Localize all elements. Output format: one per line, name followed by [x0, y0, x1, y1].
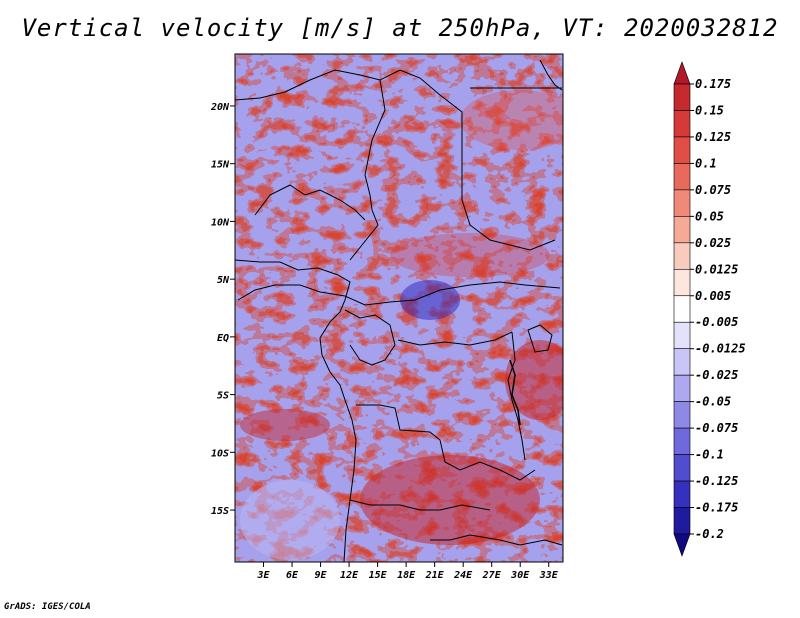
colorbar-segment	[673, 427, 691, 455]
lat-label: 15N	[211, 160, 230, 171]
border-congo	[344, 309, 396, 366]
country-borders	[235, 59, 563, 562]
map-title: Vertical velocity [m/s] at 250hPa, VT: 2…	[21, 14, 779, 42]
lon-label: 6E	[286, 570, 299, 581]
field-hotspots	[240, 90, 563, 560]
colorbar-label: -0.075	[695, 421, 738, 435]
colorbar-segment	[673, 136, 691, 164]
lon-label: 9E	[315, 570, 328, 581]
plot-frame	[234, 53, 564, 563]
colorbar-label: 0.025	[695, 236, 731, 250]
colorbar-label: -0.175	[695, 501, 738, 515]
longitude-axis: 3E 6E 9E 12E 15E 18E 21E 24E 27E 30E 33E	[256, 562, 559, 581]
colorbar-label: 0.075	[695, 183, 731, 197]
hotspot-north	[460, 90, 563, 150]
colorbar-segment	[673, 83, 691, 111]
colorbar-label: 0.0125	[695, 262, 738, 276]
lon-label: 3E	[256, 570, 270, 581]
border-sudan	[237, 281, 561, 306]
lon-label: 21E	[425, 570, 445, 581]
latitude-axis: 20N 15N 10N 5N EQ 5S 10S 15S	[210, 102, 235, 517]
border-drc-north	[397, 331, 513, 346]
lat-label: 20N	[210, 102, 230, 113]
lat-label: 5N	[217, 275, 230, 286]
colorbar-segment	[673, 321, 691, 350]
border-niger-chad	[349, 79, 386, 261]
colorbar-label: -0.025	[695, 368, 738, 382]
lon-label: 30E	[510, 570, 530, 581]
colorbar-label: -0.125	[695, 474, 738, 488]
hotspot-east	[505, 340, 563, 420]
lat-label: EQ	[217, 333, 229, 344]
colorbar-label: -0.0125	[695, 342, 746, 356]
hotspot-central	[390, 233, 550, 277]
colorbar-top-arrow	[673, 61, 691, 85]
lake-victoria	[527, 324, 553, 353]
field-plot	[234, 53, 564, 563]
lat-label: 10S	[211, 448, 229, 459]
border-sahel	[254, 184, 366, 221]
colorbar-label: -0.05	[695, 395, 731, 409]
colorbar-label: -0.2	[695, 527, 724, 541]
lat-label: 5S	[217, 391, 229, 402]
lowspot-sw	[240, 480, 340, 560]
colorbar-segment	[673, 507, 691, 535]
colorbar-segment	[673, 216, 691, 244]
hotspot-south	[360, 455, 540, 545]
colorbar-segment	[673, 110, 691, 138]
colorbar-segment	[673, 348, 691, 376]
border-rift	[507, 331, 526, 461]
colorbar-segment	[673, 374, 691, 402]
colorbar-segment	[673, 454, 691, 482]
lon-label: 18E	[397, 570, 416, 581]
colorbar-label: 0.15	[695, 103, 724, 117]
hotspot-atlantic	[240, 409, 330, 441]
colorbar-segment	[673, 189, 691, 217]
colorbar-segment	[673, 480, 691, 508]
colorbar-segment	[673, 163, 691, 191]
border-sudan-east	[461, 199, 556, 251]
colorbar-bottom-arrow	[673, 533, 691, 557]
colorbar: 0.175 0.15 0.125 0.1 0.075 0.05 0.025 0.0125 0.0…	[673, 61, 746, 557]
colorbar-label: 0.05	[695, 209, 724, 223]
colorbar-segment	[673, 401, 691, 429]
lat-label: 10N	[211, 217, 230, 228]
border-angola	[356, 404, 536, 481]
lake-tanganyika	[509, 359, 521, 426]
lon-label: 24E	[453, 570, 473, 581]
lon-label: 15E	[369, 570, 388, 581]
colorbar-label: 0.005	[695, 289, 731, 303]
lowspot-congo	[400, 280, 460, 320]
colorbar-label: 0.175	[695, 77, 731, 91]
colorbar-label: 0.125	[695, 130, 731, 144]
border-south	[430, 534, 563, 546]
colorbar-segment	[673, 295, 691, 323]
lon-label: 33E	[539, 570, 559, 581]
lat-label: 15S	[211, 506, 229, 517]
colorbar-label: -0.005	[695, 315, 738, 329]
lon-label: 12E	[340, 570, 359, 581]
lon-label: 27E	[482, 570, 502, 581]
colorbar-label: 0.1	[695, 156, 717, 170]
colorbar-segment	[673, 242, 691, 270]
credit-label: GrADS: IGES/COLA	[4, 602, 91, 612]
coastline-west	[235, 259, 357, 562]
colorbar-label: -0.1	[695, 448, 724, 462]
colorbar-segment	[673, 268, 691, 297]
border-zambia	[349, 499, 491, 511]
